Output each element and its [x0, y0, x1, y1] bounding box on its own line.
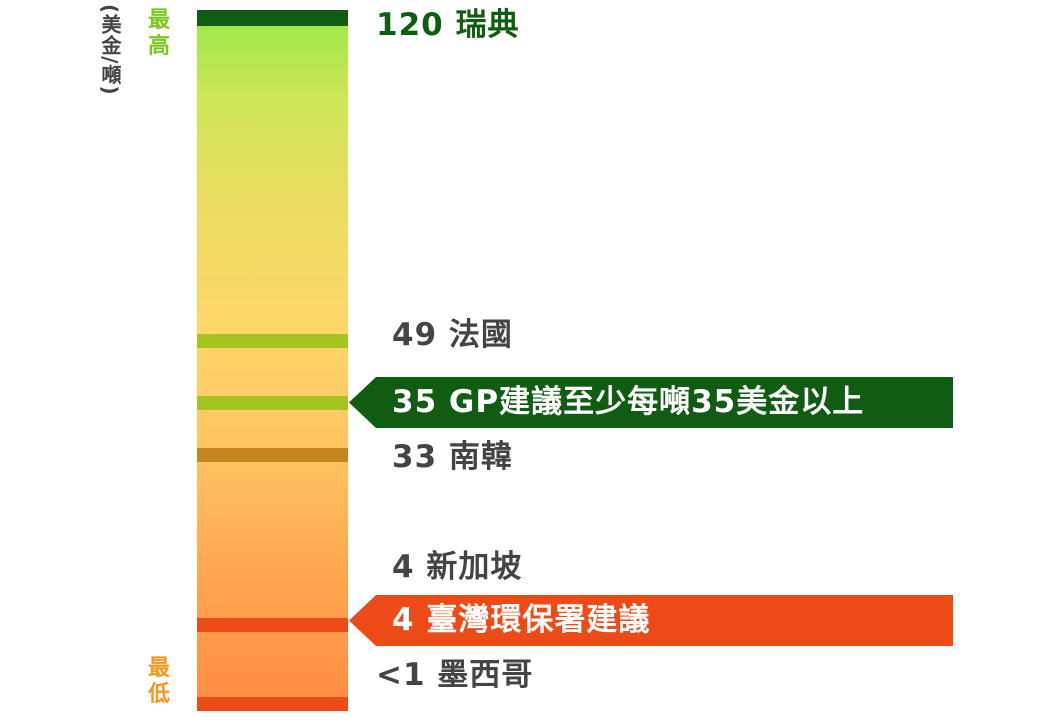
taiwan-band — [197, 618, 348, 632]
singapore-label: 4 新加坡 — [392, 549, 523, 585]
unit-label: (美金/噸) — [98, 4, 122, 96]
price-gradient-bar — [197, 10, 348, 711]
gp-callout: 35 GP建議至少每噸35美金以上 — [349, 377, 953, 428]
bottom-band — [197, 697, 348, 711]
france-band — [197, 334, 348, 348]
highest-label: 最高 — [147, 8, 170, 59]
gp-callout-text: 35 GP建議至少每噸35美金以上 — [392, 384, 865, 420]
korea-label: 33 南韓 — [392, 439, 513, 475]
gp-band — [197, 396, 348, 410]
taiwan-callout-text: 4 臺灣環保署建議 — [392, 602, 651, 638]
taiwan-callout: 4 臺灣環保署建議 — [349, 595, 953, 646]
gp-callout-arrow — [349, 377, 953, 428]
taiwan-callout-arrow — [349, 595, 953, 646]
mexico-label: <1 墨西哥 — [376, 657, 534, 693]
lowest-label: 最低 — [147, 656, 170, 707]
korea-band — [197, 448, 348, 462]
france-label: 49 法國 — [392, 317, 513, 353]
sweden-label: 120 瑞典 — [376, 7, 520, 43]
sweden-band — [197, 10, 348, 26]
